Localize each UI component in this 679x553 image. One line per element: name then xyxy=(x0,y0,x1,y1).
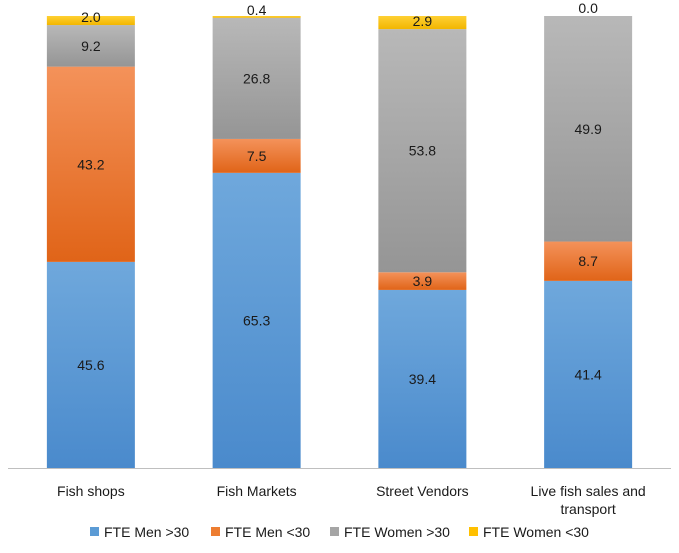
category-label-3: Street Vendors xyxy=(376,483,469,499)
data-label-4-series-3: 49.9 xyxy=(575,121,602,137)
category-label-1: Fish shops xyxy=(57,483,125,499)
bar-segment-4-series-2 xyxy=(544,241,633,281)
bar-segment-1-series-1 xyxy=(46,261,135,468)
bar-segment-3-series-3 xyxy=(378,29,467,273)
legend-label-3: FTE Women >30 xyxy=(344,524,450,540)
bar-segment-3-series-2 xyxy=(378,272,467,290)
bar-segment-1-series-2 xyxy=(46,66,135,262)
data-label-4-series-1: 41.4 xyxy=(575,366,602,382)
data-label-1-series-3: 9.2 xyxy=(81,38,101,54)
data-label-2-series-4: 0.4 xyxy=(247,2,267,18)
category-label-2: Fish Markets xyxy=(217,483,297,499)
bar-segment-2-series-4 xyxy=(212,16,301,18)
legend-label-1: FTE Men >30 xyxy=(104,524,189,540)
data-label-1-series-2: 43.2 xyxy=(77,156,104,172)
legend-swatch-4 xyxy=(469,527,478,536)
bar-segment-3-series-4 xyxy=(378,16,467,30)
bar-segment-2-series-3 xyxy=(212,17,301,139)
bar-segment-2-series-2 xyxy=(212,138,301,173)
data-label-4-series-4: 0.0 xyxy=(578,0,598,16)
data-label-3-series-4: 2.9 xyxy=(413,13,433,29)
data-labels-group: 45.6 43.2 9.2 2.0 65.3 7.5 26.8 0.4 39.4 3.9 53.8 2… xyxy=(77,0,602,387)
data-label-2-series-3: 26.8 xyxy=(243,70,270,86)
bar-segment-1-series-4 xyxy=(46,16,135,26)
data-label-2-series-1: 65.3 xyxy=(243,312,270,328)
data-label-2-series-2: 7.5 xyxy=(247,148,267,164)
bars-group xyxy=(46,16,633,468)
bar-segment-4-series-3 xyxy=(544,16,633,242)
legend-swatch-1 xyxy=(90,527,99,536)
legend-swatch-2 xyxy=(211,527,220,536)
data-label-4-series-2: 8.7 xyxy=(578,253,598,269)
legend: FTE Men >30 FTE Men <30 FTE Women >30 FTE W… xyxy=(90,524,589,540)
data-label-1-series-1: 45.6 xyxy=(77,357,104,373)
legend-label-4: FTE Women <30 xyxy=(483,524,589,540)
legend-swatch-3 xyxy=(330,527,339,536)
bar-segment-2-series-1 xyxy=(212,172,301,468)
bar-segment-1-series-3 xyxy=(46,25,135,67)
bar-segment-4-series-1 xyxy=(544,280,633,468)
category-labels-group: Fish shops Fish Markets Street Vendors Live… xyxy=(57,483,646,517)
data-label-1-series-4: 2.0 xyxy=(81,9,101,25)
bar-segment-3-series-1 xyxy=(378,289,467,468)
data-label-3-series-3: 53.8 xyxy=(409,143,436,159)
data-label-3-series-1: 39.4 xyxy=(409,371,436,387)
legend-label-2: FTE Men <30 xyxy=(225,524,310,540)
category-label-4: Live fish sales and transport xyxy=(531,483,646,517)
data-label-3-series-2: 3.9 xyxy=(413,273,433,289)
